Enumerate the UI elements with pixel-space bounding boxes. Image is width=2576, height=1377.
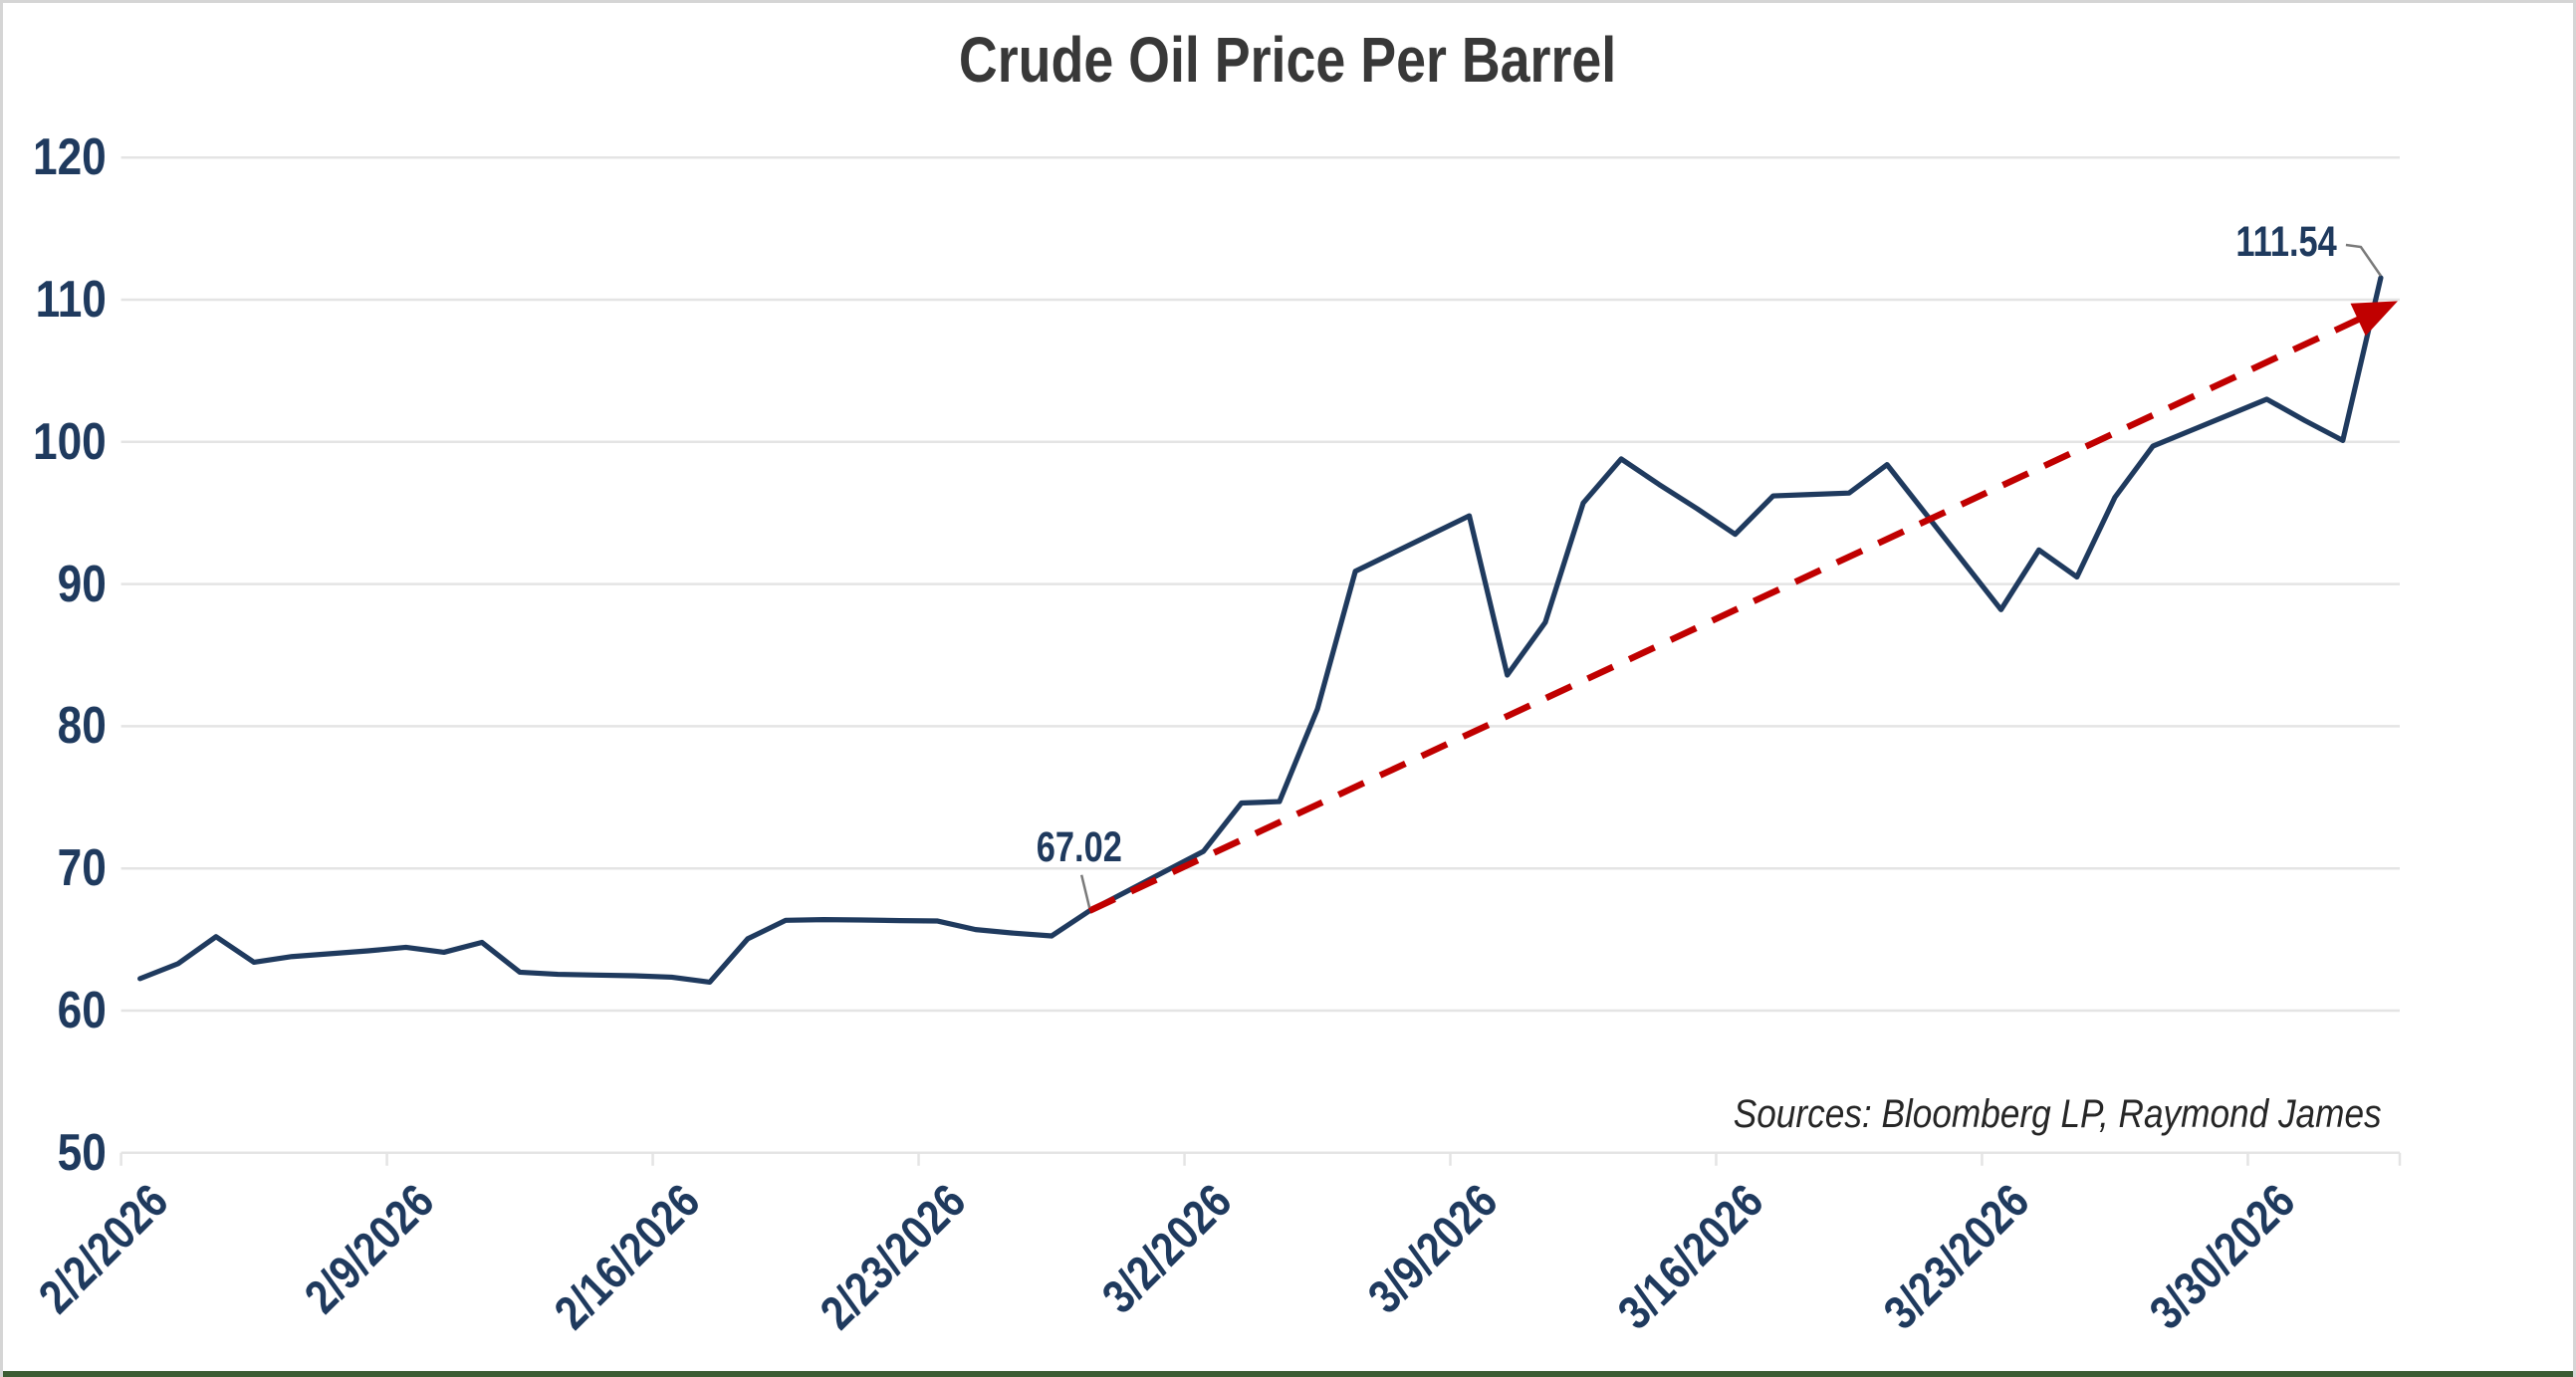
annotation-start-text: 67.02 [1037,822,1123,871]
y-axis-label: 70 [57,839,107,898]
sources-note: Sources: Bloomberg LP, Raymond James [1645,1092,2382,1137]
y-axis-label: 110 [35,271,107,329]
annotation-end-value: 111.54 [1919,216,2337,268]
annotation-end-text: 111.54 [2235,218,2337,266]
annotation-leader-line [2345,243,2382,277]
y-axis-label: 60 [57,982,107,1039]
y-axis-label: 80 [57,697,107,756]
annotation-start-value: 67.02 [920,821,1239,873]
y-axis-label: 120 [33,128,107,187]
price-chart-plot [119,155,2402,1166]
y-axis-label: 100 [33,412,107,471]
trend-arrowhead [2350,301,2398,337]
chart-title: Crude Oil Price Per Barrel [3,23,2573,97]
y-axis-label: 50 [57,1123,107,1182]
trend-line [1087,313,2367,914]
y-axis-label: 90 [57,555,107,613]
bottom-green-bar [3,1371,2573,1377]
chart-title-text: Crude Oil Price Per Barrel [959,24,1617,96]
annotation-leader-line [1079,874,1091,909]
price-line [137,275,2384,986]
sources-note-text: Sources: Bloomberg LP, Raymond James [1734,1092,2382,1136]
